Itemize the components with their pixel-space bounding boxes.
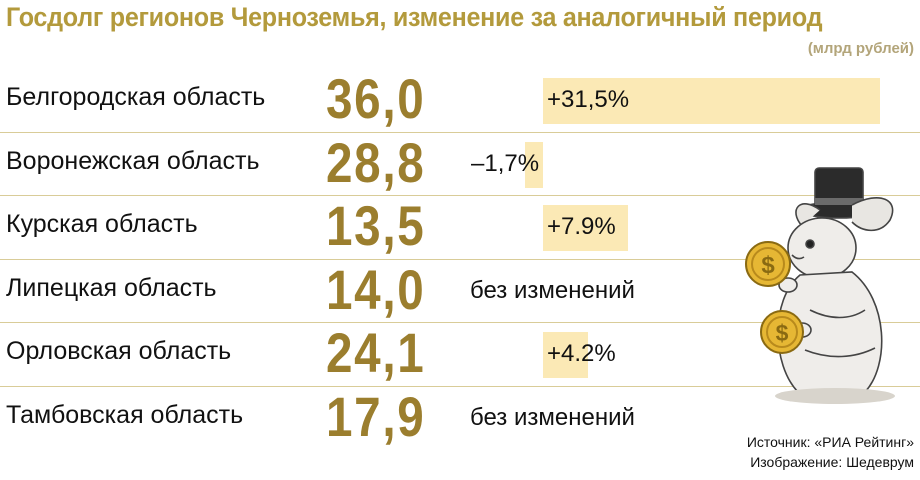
region-label: Тамбовская область	[6, 400, 244, 429]
table-row: Тамбовская область 17,9 без изменений	[0, 384, 920, 450]
change-label: без изменений	[470, 403, 635, 431]
debt-value-label: 14,0	[326, 257, 426, 321]
debt-value-label: 28,8	[326, 130, 426, 194]
region-label: Курская область	[6, 210, 198, 238]
rabbit-illustration: $ $	[745, 167, 895, 404]
image-credit-text: Изображение: Шедеврум	[750, 454, 914, 470]
coin-icon: $	[745, 241, 791, 287]
table-row: Орловская область 24,1 +4.2%	[0, 321, 920, 386]
region-label: Воронежская область	[6, 146, 260, 175]
row-divider	[0, 385, 920, 387]
table-row: Воронежская область 28,8 –1,7%	[0, 130, 920, 196]
coin-icon: $	[760, 310, 804, 354]
table-row: Липецкая область 14,0 без изменений	[0, 257, 920, 323]
debt-value-label: 24,1	[326, 321, 426, 384]
svg-text:$: $	[761, 252, 775, 279]
region-label: Орловская область	[6, 337, 232, 365]
table-row: Белгородская область 36,0 +31,5%	[0, 67, 920, 132]
change-label: без изменений	[470, 276, 635, 304]
row-divider	[0, 195, 920, 196]
row-divider	[0, 322, 920, 323]
svg-text:$: $	[776, 320, 789, 346]
change-label: +4.2%	[547, 340, 616, 367]
change-label: +31,5%	[547, 86, 630, 113]
units-label: (млрд рублей)	[807, 40, 914, 57]
debt-value-label: 13,5	[326, 194, 426, 257]
debt-value-label: 36,0	[326, 67, 426, 130]
change-label: +7.9%	[547, 213, 616, 240]
rabbit-icon	[775, 167, 895, 404]
region-label: Белгородская область	[6, 83, 266, 111]
source-text: Источник: «РИА Рейтинг»	[746, 434, 914, 450]
table-row: Курская область 13,5 +7.9%	[0, 194, 920, 259]
change-bar	[524, 141, 543, 188]
region-label: Липецкая область	[6, 273, 217, 302]
change-bar	[543, 78, 881, 124]
change-bar	[543, 205, 628, 251]
row-divider	[0, 131, 920, 133]
row-divider	[0, 258, 920, 260]
chart-title: Госдолг регионов Черноземья, изменение з…	[6, 2, 823, 32]
source-block: Источник: «РИА Рейтинг» Изображение: Шед…	[747, 432, 914, 472]
change-label: –1,7%	[471, 149, 540, 177]
debt-value-label: 17,9	[326, 384, 426, 448]
change-bar	[543, 332, 588, 378]
